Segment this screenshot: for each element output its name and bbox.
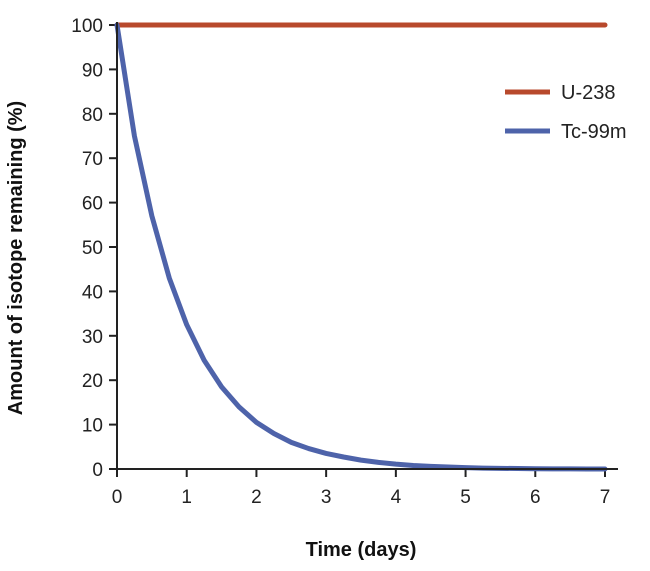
x-tick-label: 5 — [460, 487, 471, 508]
legend: U-238 Tc-99m — [505, 82, 627, 143]
legend-label-tc-99m: Tc-99m — [561, 121, 627, 143]
y-axis-title: Amount of isotope remaining (%) — [5, 101, 27, 415]
y-tick-label: 80 — [82, 105, 103, 126]
y-tick-label: 10 — [82, 416, 103, 437]
y-tick-label: 90 — [82, 60, 103, 81]
x-tick-label: 3 — [321, 487, 332, 508]
axes — [116, 22, 618, 470]
x-tick-label: 0 — [112, 487, 123, 508]
y-tick-label: 60 — [82, 194, 103, 215]
y-tick-label: 70 — [82, 149, 103, 170]
x-tick-label: 1 — [181, 487, 192, 508]
x-tick-label: 7 — [600, 487, 611, 508]
y-tick-label: 0 — [92, 460, 103, 481]
x-tick-label: 6 — [530, 487, 541, 508]
y-tick-label: 50 — [82, 238, 103, 259]
legend-label-u-238: U-238 — [561, 82, 615, 104]
y-tick-label: 20 — [82, 371, 103, 392]
x-tick-label: 4 — [391, 487, 402, 508]
y-tick-label: 30 — [82, 327, 103, 348]
x-axis-title: Time (days) — [306, 539, 417, 561]
y-tick-label: 40 — [82, 282, 103, 303]
y-axis-ticks: 0 10 20 30 40 50 60 70 80 90 100 — [71, 16, 117, 481]
y-tick-label: 100 — [71, 16, 103, 37]
x-axis-ticks: 0 1 2 3 4 5 6 7 — [112, 469, 611, 508]
x-tick-label: 2 — [251, 487, 262, 508]
